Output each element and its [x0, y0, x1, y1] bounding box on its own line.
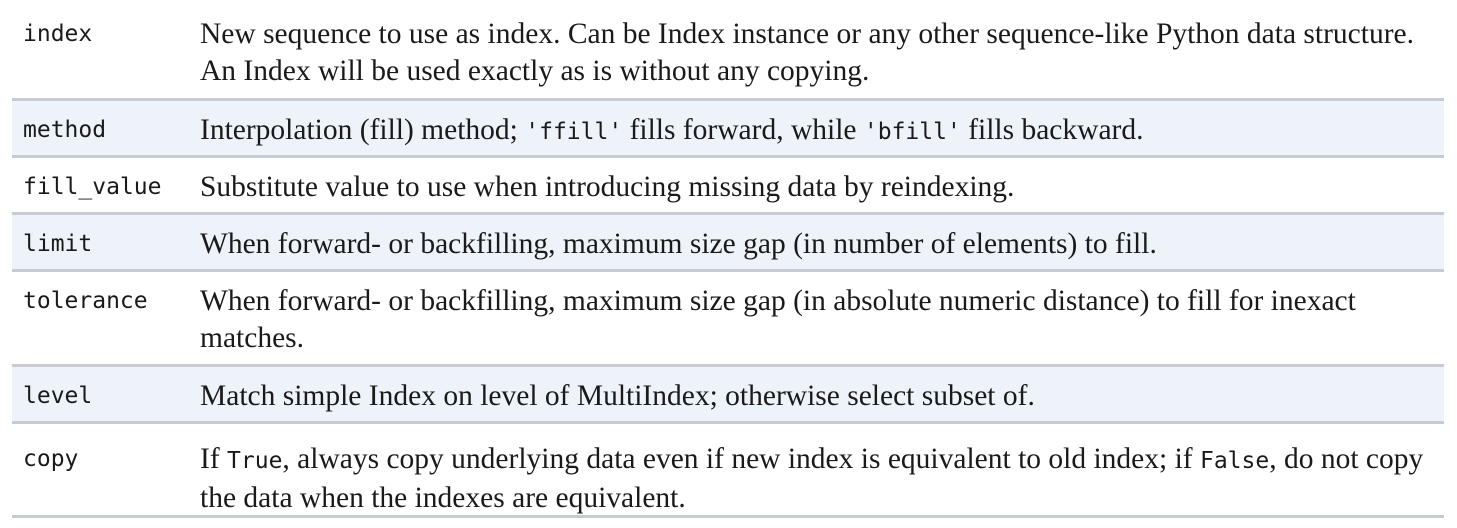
- table-row-tolerance: tolerance When forward- or backfilling, …: [12, 272, 1444, 367]
- table-row-limit: limit When forward- or backfilling, maxi…: [12, 215, 1444, 272]
- param-name: level: [23, 383, 93, 409]
- table-row-level: level Match simple Index on level of Mul…: [12, 367, 1444, 424]
- inline-code: 'ffill': [525, 119, 623, 145]
- description-text: , do not copy the data when the indexes …: [200, 443, 1424, 514]
- param-description: Interpolation (fill) method; 'ffill' fil…: [200, 112, 1444, 151]
- table-row-fill-value: fill_value Substitute value to use when …: [12, 158, 1444, 215]
- inline-code: False: [1199, 448, 1270, 474]
- description-text: fills forward, while: [622, 114, 864, 146]
- param-description: When forward- or backfilling, maximum si…: [200, 228, 1157, 260]
- reindex-arguments-table: index New sequence to use as index. Can …: [12, 0, 1444, 518]
- description-text: , always copy underlying data even if ne…: [282, 443, 1200, 475]
- param-name: method: [23, 117, 107, 143]
- description-text: fills backward.: [960, 114, 1144, 146]
- table-row-index: index New sequence to use as index. Can …: [12, 0, 1444, 101]
- param-description: New sequence to use as index. Can be Ind…: [200, 18, 1415, 87]
- description-text: Interpolation (fill) method;: [200, 114, 526, 146]
- table-row-method: method Interpolation (fill) method; 'ffi…: [12, 101, 1444, 158]
- param-description: Match simple Index on level of MultiInde…: [200, 380, 1035, 412]
- table-row-copy: copy If True, always copy underlying dat…: [12, 424, 1444, 518]
- param-name: copy: [23, 446, 79, 472]
- inline-code: 'bfill': [863, 119, 961, 145]
- param-description: If True, always copy underlying data eve…: [200, 441, 1444, 517]
- param-name: fill_value: [23, 174, 162, 200]
- param-name: tolerance: [23, 288, 148, 314]
- param-name: limit: [23, 231, 93, 257]
- param-name: index: [23, 21, 93, 47]
- inline-code: True: [227, 448, 283, 474]
- description-text: If: [200, 443, 228, 475]
- param-description: Substitute value to use when introducing…: [200, 171, 1015, 203]
- param-description: When forward- or backfilling, maximum si…: [200, 285, 1356, 354]
